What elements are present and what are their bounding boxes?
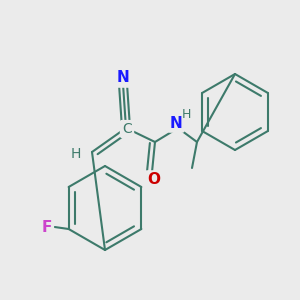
- Text: N: N: [169, 116, 182, 130]
- Text: N: N: [117, 70, 129, 86]
- Text: O: O: [148, 172, 160, 188]
- Text: H: H: [181, 109, 191, 122]
- Text: O: O: [148, 172, 160, 188]
- Text: H: H: [181, 109, 191, 122]
- Text: H: H: [71, 147, 81, 161]
- Text: H: H: [70, 147, 82, 161]
- Text: F: F: [41, 220, 52, 236]
- Text: C: C: [122, 122, 132, 136]
- Text: N: N: [169, 116, 182, 130]
- Text: C: C: [122, 122, 132, 136]
- Text: F: F: [41, 220, 52, 236]
- Text: N: N: [117, 70, 129, 86]
